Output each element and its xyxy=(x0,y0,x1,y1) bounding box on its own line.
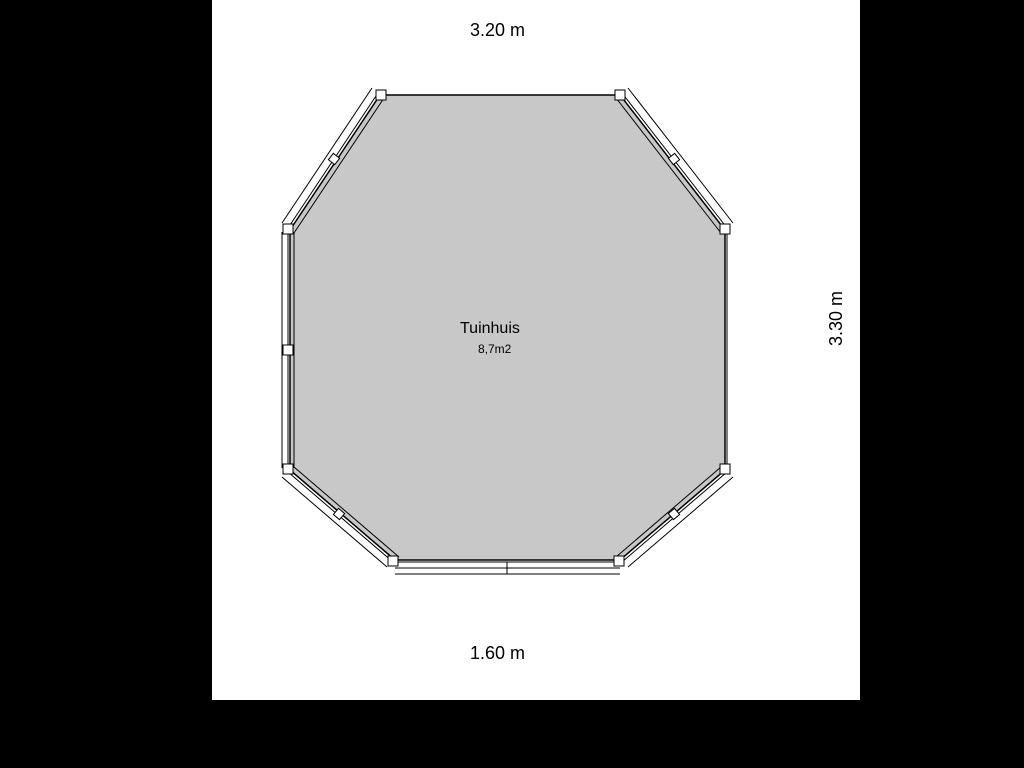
room-title: Tuinhuis xyxy=(460,320,520,338)
floorplan-canvas: 3.20 m 3.30 m 1.60 m Tuinhuis 8,7m2 xyxy=(0,0,1024,768)
room-area: 8,7m2 xyxy=(478,342,511,356)
dimension-bottom: 1.60 m xyxy=(466,641,529,666)
dimension-right: 3.30 m xyxy=(824,287,849,350)
dimension-top: 3.20 m xyxy=(466,18,529,43)
